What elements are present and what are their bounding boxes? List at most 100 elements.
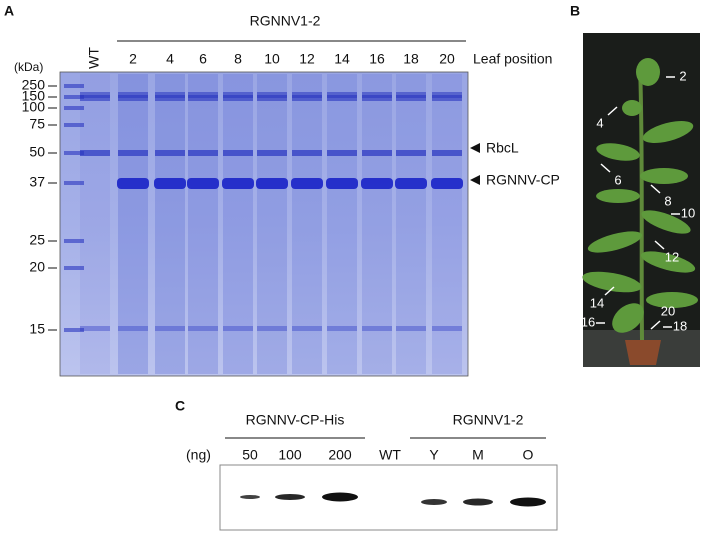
lane [155,74,185,374]
leaf-label: 6 [614,172,621,187]
band [421,499,447,505]
leaf-label: 14 [590,295,604,310]
lane [80,74,110,374]
band [291,178,323,189]
band [155,326,185,331]
lane-label: WT [379,447,401,463]
lane-label: 20 [439,51,455,67]
band [327,150,357,156]
leaf-label: 8 [664,193,671,208]
lane-label: 10 [264,51,280,67]
group-label: RGNNV1-2 [453,412,524,428]
lane-label: 6 [199,51,207,67]
leaf-arrow [604,286,615,296]
band [292,150,322,156]
leaf-arrow [600,163,611,173]
lane-label: 4 [166,51,174,67]
leaf-label: 10 [681,205,695,220]
band [432,150,462,156]
band [155,95,185,101]
band [432,326,462,331]
lane-axis-label: Leaf position [473,51,552,67]
band [361,178,393,189]
lane-label: 18 [403,51,419,67]
marker-band [64,123,84,127]
pot [625,340,661,365]
band [155,150,185,156]
lane [327,74,357,374]
arrowhead [470,175,480,185]
band [396,326,426,331]
panel-a: A RGNNV1-2 (kDa) Leaf position RbcL RGNN… [4,3,560,377]
unit-label: (ng) [186,447,211,463]
lane-label: 16 [369,51,385,67]
lane-label: 50 [242,447,258,463]
band [362,150,392,156]
lane [118,74,148,374]
marker-band [64,106,84,110]
unit-label: (kDa) [14,60,43,74]
lane [188,74,218,374]
band [431,178,463,189]
band [327,95,357,101]
band [463,498,493,506]
band [322,492,358,502]
marker-label: 15 [29,321,45,337]
marker-band [64,328,84,332]
marker-label: 50 [29,144,45,160]
gel [59,71,469,377]
band [292,326,322,331]
marker-band [64,181,84,185]
band [257,150,287,156]
lane-label: 100 [278,447,302,463]
arrowhead [470,143,480,153]
leaf-label: 2 [679,68,686,83]
lane-label: 2 [129,51,137,67]
marker-label: 75 [29,116,45,132]
leaf-label: 12 [665,249,679,264]
band [187,178,219,189]
band [395,178,427,189]
leaf-arrow [650,320,661,330]
band [118,95,148,101]
blot [219,464,558,531]
lane-label: 12 [299,51,315,67]
panel-label: C [175,398,185,414]
marker-band [64,95,84,99]
band [362,326,392,331]
band [222,178,254,189]
band [275,494,305,500]
panel-label: B [570,3,580,19]
band [117,178,149,189]
band [154,178,186,189]
lane [223,74,253,374]
band-label: RbcL [486,140,519,156]
band [256,178,288,189]
group-label: RGNNV1-2 [250,13,321,29]
marker-label: 100 [22,99,46,115]
band-label: RGNNV-CP [486,172,560,188]
band [396,150,426,156]
group-label: RGNNV-CP-His [246,412,345,428]
band [396,95,426,101]
band [327,326,357,331]
band [118,326,148,331]
band [223,95,253,101]
lane-label: WT [86,47,102,69]
band [292,95,322,101]
band [223,326,253,331]
marker-label: 37 [29,174,45,190]
panel-label: A [4,3,14,19]
lane [362,74,392,374]
band [188,95,218,101]
marker-band [64,151,84,155]
lane [396,74,426,374]
lane-label: 200 [328,447,352,463]
band [118,150,148,156]
lane-label: 8 [234,51,242,67]
leaf-label: 16 [581,314,595,329]
band [432,95,462,101]
marker-label: 20 [29,259,45,275]
